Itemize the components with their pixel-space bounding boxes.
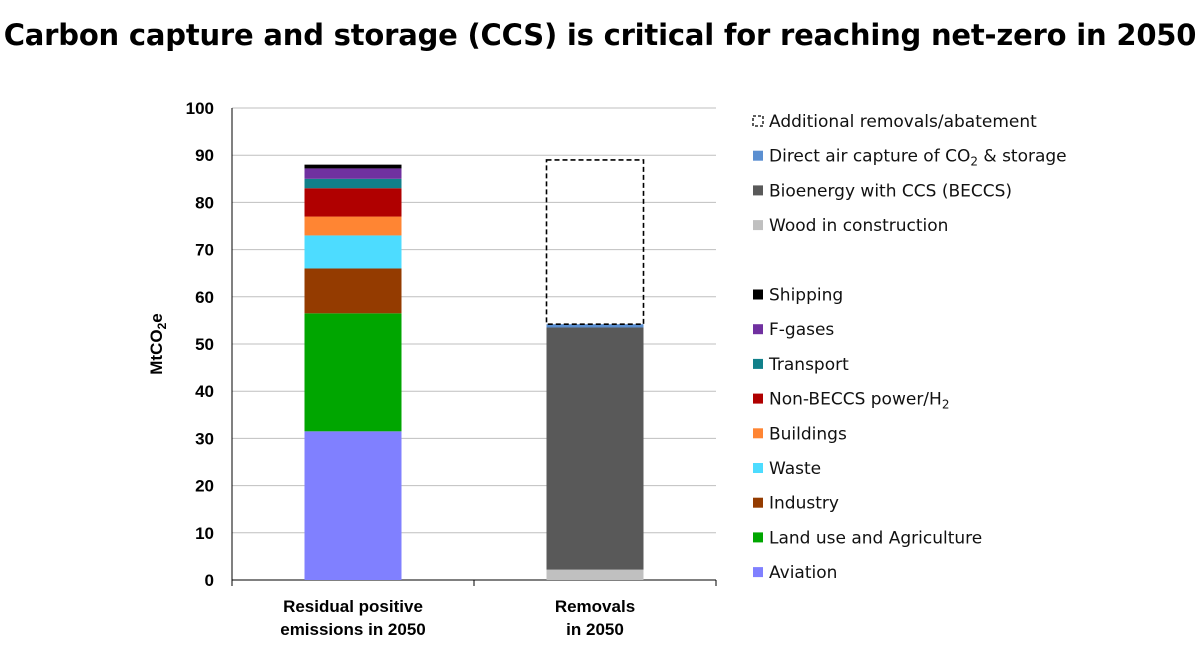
y-tick-label: 10	[195, 524, 214, 543]
legend-swatch	[753, 393, 763, 404]
legend-label: Industry	[769, 494, 839, 514]
bar-segment-wood-in-construction	[546, 569, 644, 580]
legend-item-aviation: Aviation	[753, 563, 837, 583]
y-tick-label: 80	[195, 193, 214, 212]
x-category-label: Removals	[555, 597, 635, 616]
legend-label: Direct air capture of CO2 & storage	[769, 147, 1067, 169]
legend-item-non-beccs-power-h2: Non-BECCS power/H2	[753, 390, 949, 412]
legend-label: F-gases	[769, 320, 834, 340]
y-tick-label: 70	[195, 241, 214, 260]
legend-label: Bioenergy with CCS (BECCS)	[769, 181, 1012, 201]
legend-item-bioenergy-with-ccs-beccs: Bioenergy with CCS (BECCS)	[753, 181, 1012, 201]
y-tick-label: 50	[195, 335, 214, 354]
bar-segment-buildings	[304, 216, 402, 236]
bar-segment-industry	[304, 268, 402, 314]
y-axis-label: MtCO2e	[147, 313, 169, 374]
legend-item-industry: Industry	[753, 494, 839, 514]
chart-title: Carbon capture and storage (CCS) is crit…	[3, 18, 1197, 52]
legend-swatch	[753, 497, 763, 508]
legend-swatch	[753, 463, 763, 473]
bar-segment-bioenergy-with-ccs-beccs	[546, 327, 644, 570]
bar-segment-land-use-and-agriculture	[304, 313, 402, 432]
y-tick-label: 0	[205, 571, 214, 590]
y-tick-label: 60	[195, 288, 214, 307]
bar-segment-waste	[304, 235, 402, 269]
legend-swatch	[753, 428, 763, 439]
bar-segment-f-gases	[304, 168, 402, 179]
x-category-label: Residual positive	[283, 597, 423, 616]
legend-label: Wood in construction	[769, 216, 948, 236]
legend-label: Waste	[769, 459, 821, 479]
legend-swatch	[753, 324, 763, 335]
legend-swatch	[753, 567, 763, 578]
x-category-label: in 2050	[566, 620, 624, 639]
legend-label: Land use and Agriculture	[769, 528, 982, 548]
legend-item-shipping: Shipping	[753, 286, 843, 306]
legend-label: Aviation	[769, 563, 837, 583]
y-tick-label: 30	[195, 429, 214, 448]
legend-item-waste: Waste	[753, 459, 821, 479]
bar-segment-direct-air-capture-of-co2-storage	[546, 324, 644, 328]
bar-segment-transport	[304, 178, 402, 189]
legend-item-land-use-and-agriculture: Land use and Agriculture	[753, 528, 982, 548]
y-tick-label: 100	[186, 99, 214, 118]
legend-label: Buildings	[769, 424, 847, 444]
legend-label: Transport	[768, 355, 849, 375]
legend-swatch	[753, 185, 763, 196]
legend-item-buildings: Buildings	[753, 424, 847, 444]
legend-item-additional-removals-abatement: Additional removals/abatement	[752, 112, 1037, 132]
legend-item-direct-air-capture-of-co2-storage: Direct air capture of CO2 & storage	[753, 147, 1067, 169]
legend-swatch	[753, 289, 763, 300]
y-tick-label: 20	[195, 477, 214, 496]
bar-segment-shipping	[304, 164, 402, 169]
legend-label: Additional removals/abatement	[769, 112, 1037, 132]
legend-swatch	[753, 220, 763, 231]
legend-swatch	[753, 150, 763, 161]
legend-label: Shipping	[769, 286, 843, 306]
y-tick-label: 90	[195, 146, 214, 165]
legend-swatch	[753, 532, 763, 543]
legend-item-transport: Transport	[753, 355, 849, 375]
legend-item-wood-in-construction: Wood in construction	[753, 216, 948, 236]
bar-segment-additional-removals-abatement	[545, 159, 645, 325]
bar-segment-aviation	[304, 431, 402, 580]
legend-swatch	[752, 115, 764, 127]
legend-swatch	[753, 358, 763, 369]
y-tick-label: 40	[195, 382, 214, 401]
bar-segment-non-beccs-power-h2	[304, 188, 402, 217]
legend-label: Non-BECCS power/H2	[769, 390, 949, 412]
legend-item-f-gases: F-gases	[753, 320, 834, 340]
x-category-label: emissions in 2050	[280, 620, 426, 639]
